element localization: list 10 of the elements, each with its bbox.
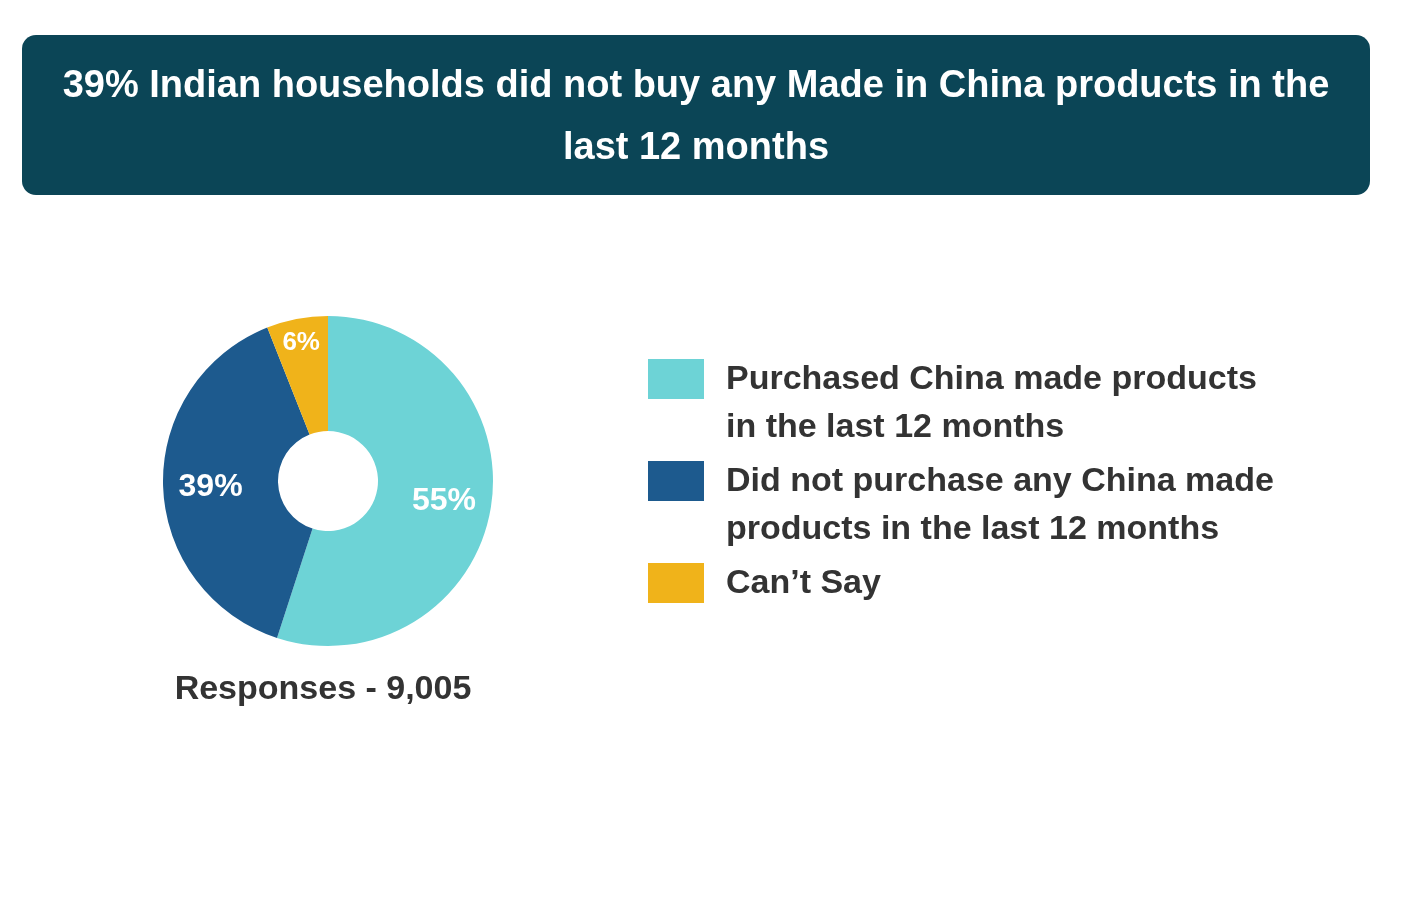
chart-title: 39% Indian households did not buy any Made in China products in the last 12 months <box>22 35 1370 195</box>
data-label: 6% <box>282 325 320 356</box>
legend-label: Did not purchase any China made products in the last 12 months <box>726 459 1275 548</box>
donut-slice <box>267 316 328 435</box>
legend-label: Purchased China made products in the last 12 months <box>726 357 1258 446</box>
legend-label: Can’t Say <box>726 561 882 602</box>
data-label: 39% <box>178 466 243 503</box>
donut-slice <box>277 316 493 646</box>
data-label: 55% <box>412 481 477 518</box>
text: Responses - 9,005 <box>173 668 473 707</box>
